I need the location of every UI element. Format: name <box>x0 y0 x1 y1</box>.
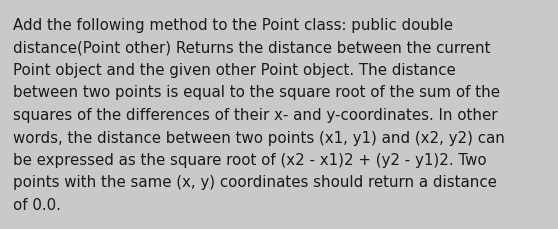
Text: Point object and the given other Point object. The distance: Point object and the given other Point o… <box>13 63 456 78</box>
Text: distance(Point other) Returns the distance between the current: distance(Point other) Returns the distan… <box>13 40 490 55</box>
Text: squares of the differences of their x- and y-coordinates. In other: squares of the differences of their x- a… <box>13 108 498 123</box>
Text: between two points is equal to the square root of the sum of the: between two points is equal to the squar… <box>13 85 500 100</box>
Text: be expressed as the square root of (x2 - x1)2 + (y2 - y1)2. Two: be expressed as the square root of (x2 -… <box>13 152 487 167</box>
Text: Add the following method to the Point class: public double: Add the following method to the Point cl… <box>13 18 453 33</box>
Text: of 0.0.: of 0.0. <box>13 197 61 212</box>
Text: points with the same (x, y) coordinates should return a distance: points with the same (x, y) coordinates … <box>13 175 497 190</box>
Text: words, the distance between two points (x1, y1) and (x2, y2) can: words, the distance between two points (… <box>13 130 505 145</box>
